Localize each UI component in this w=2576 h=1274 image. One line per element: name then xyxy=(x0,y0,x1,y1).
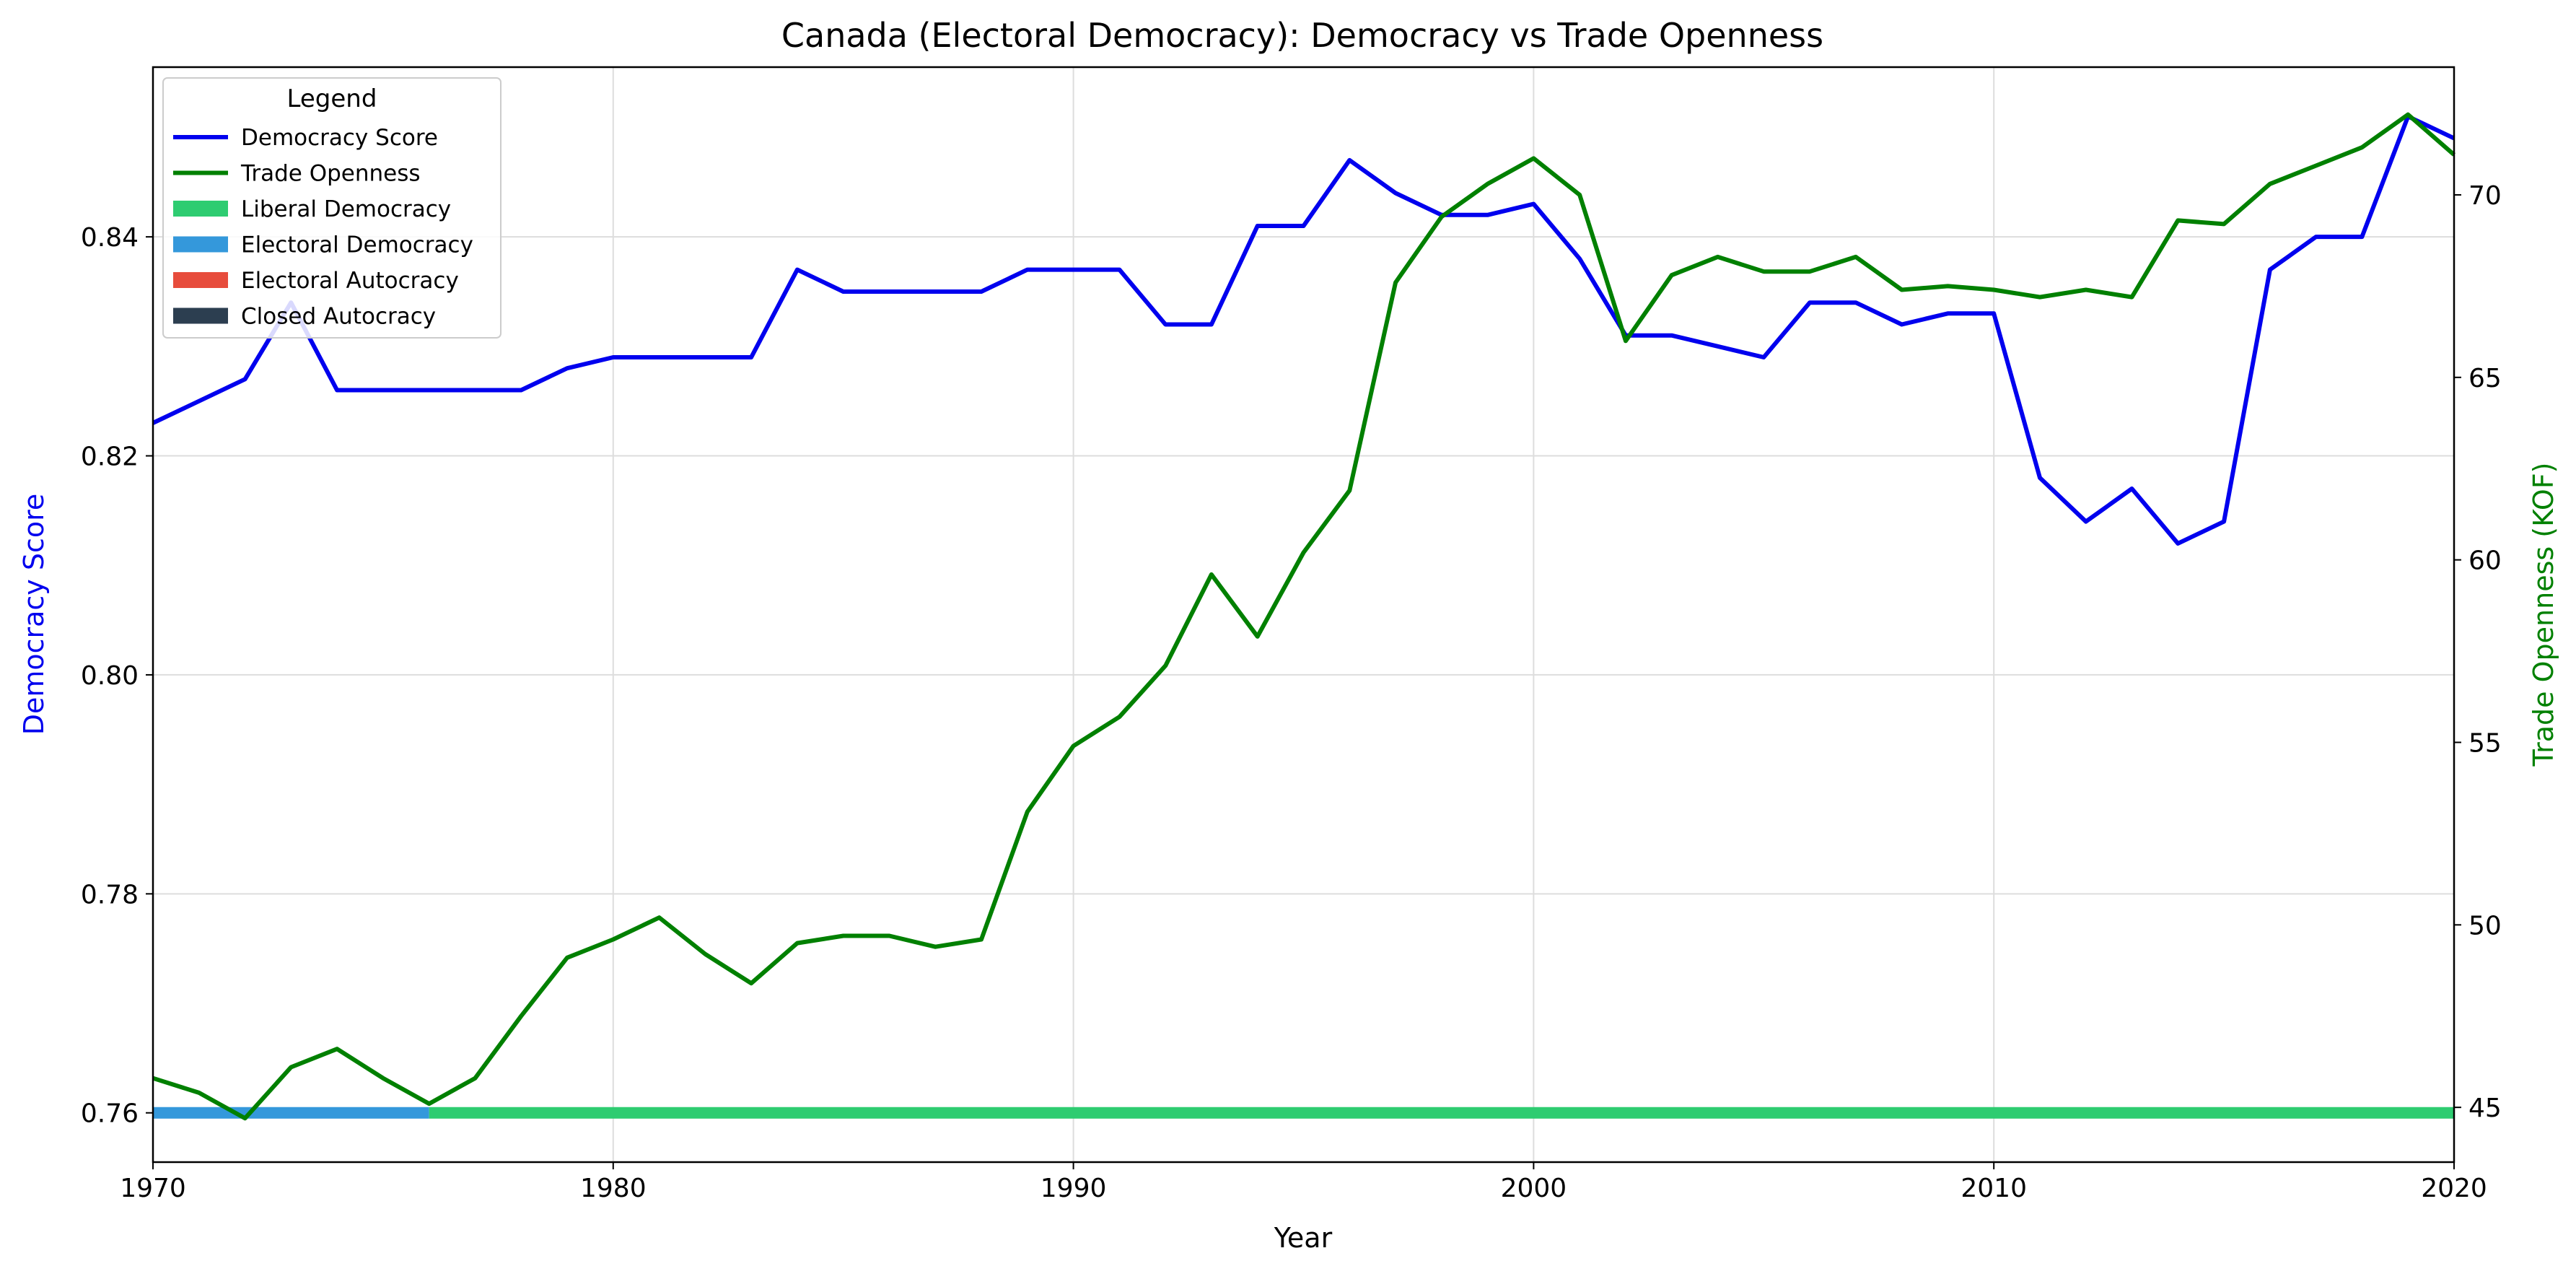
y-right-tick-label: 50 xyxy=(2468,911,2502,941)
y-left-tick-label: 0.80 xyxy=(81,661,139,691)
x-axis-label: Year xyxy=(1274,1222,1333,1254)
legend-patch-swatch xyxy=(173,307,228,324)
y-left-tick-label: 0.84 xyxy=(81,223,139,253)
series-line xyxy=(152,114,2455,546)
legend-label: Electoral Democracy xyxy=(241,232,473,258)
legend-patch-swatch xyxy=(173,272,228,288)
y-left-axis-ticks: 0.76 0.78 0.80 0.82 0.84 xyxy=(81,223,153,1129)
series-line xyxy=(152,112,2455,1121)
legend: Legend Democracy Score Trade Openness Libe… xyxy=(162,77,501,339)
legend-patch-swatch xyxy=(173,236,228,253)
y-right-tick-label: 60 xyxy=(2468,546,2502,576)
x-tick-label: 2010 xyxy=(1961,1174,2027,1203)
regime-band xyxy=(429,1107,2455,1119)
x-tick-label: 1990 xyxy=(1041,1174,1107,1203)
x-tick-label: 2000 xyxy=(1501,1174,1567,1203)
y-left-tick-label: 0.82 xyxy=(81,442,139,472)
y-left-tick-label: 0.78 xyxy=(81,880,139,909)
y-right-axis-label: Trade Openness (KOF) xyxy=(2528,462,2559,767)
regime-band xyxy=(153,1107,429,1119)
chart-title: Canada (Electoral Democracy): Democracy … xyxy=(781,16,1823,55)
legend-patch-swatch xyxy=(173,201,228,217)
y-right-tick-label: 45 xyxy=(2468,1094,2502,1123)
regime-bands xyxy=(153,1107,2455,1119)
y-right-tick-label: 70 xyxy=(2468,181,2502,211)
series-lines xyxy=(152,112,2455,1121)
y-right-tick-label: 55 xyxy=(2468,728,2502,758)
legend-label: Liberal Democracy xyxy=(241,196,451,222)
x-axis-ticks: 1970 1980 1990 2000 2010 2020 xyxy=(120,1162,2487,1203)
legend-label: Trade Openness xyxy=(240,161,421,187)
legend-box xyxy=(162,77,501,339)
legend-label: Democracy Score xyxy=(241,125,438,151)
x-tick-label: 1970 xyxy=(120,1174,186,1203)
legend-entries: Democracy Score Trade Openness Liberal Dem… xyxy=(173,125,473,330)
legend-label: Closed Autocracy xyxy=(241,304,436,330)
x-tick-label: 2020 xyxy=(2421,1174,2487,1203)
legend-label: Electoral Autocracy xyxy=(241,268,459,294)
x-tick-label: 1980 xyxy=(580,1174,647,1203)
y-right-axis-ticks: 45 50 55 60 65 70 xyxy=(2454,181,2502,1123)
y-left-axis-label: Democracy Score xyxy=(18,494,50,736)
y-right-tick-label: 65 xyxy=(2468,364,2502,393)
plot-frame xyxy=(152,66,2455,1164)
y-left-tick-label: 0.76 xyxy=(81,1099,139,1129)
legend-title: Legend xyxy=(287,84,377,113)
